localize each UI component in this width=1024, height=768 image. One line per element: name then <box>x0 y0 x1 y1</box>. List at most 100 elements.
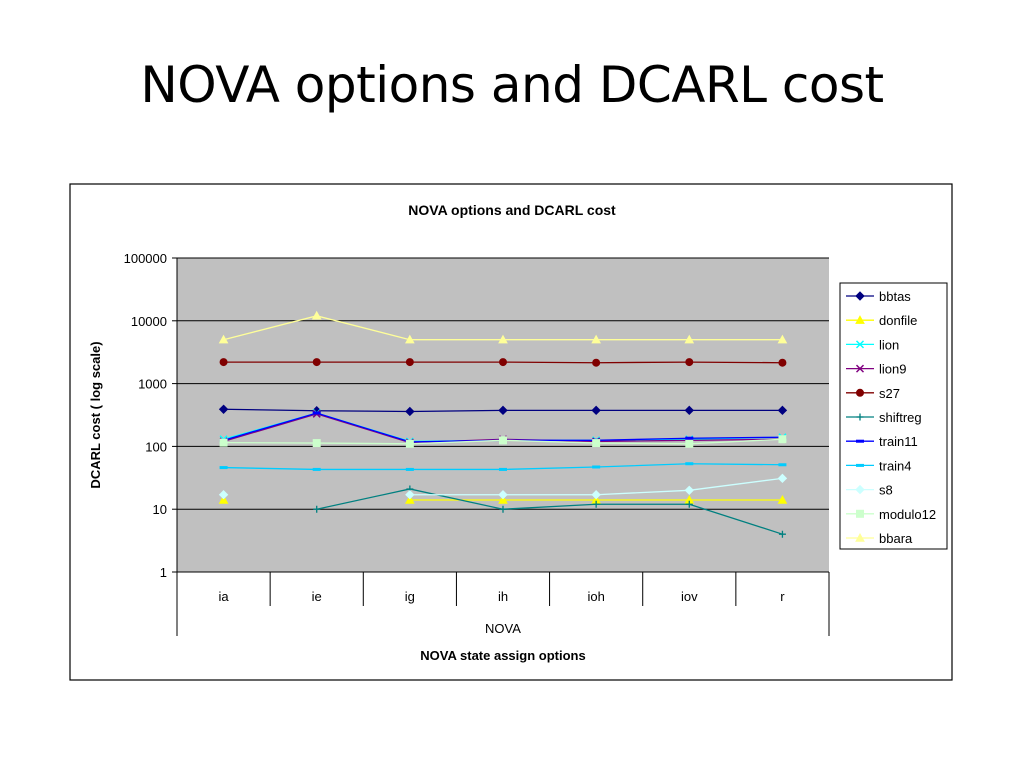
y-tick-label: 100000 <box>124 251 167 266</box>
y-axis-label: DCARL cost ( log scale) <box>88 341 103 488</box>
data-point-modulo12 <box>685 439 694 448</box>
y-tick-label: 10000 <box>131 314 167 329</box>
data-point-bbtas <box>591 405 601 416</box>
data-point-s8 <box>218 490 229 500</box>
data-point-donfile <box>218 494 229 504</box>
data-point-bbara <box>218 334 229 344</box>
data-point-bbara <box>591 334 601 344</box>
data-point-modulo12 <box>778 435 787 444</box>
legend-label: s27 <box>879 386 900 401</box>
legend-item-bbtas: bbtas <box>846 289 911 304</box>
data-point-bbtas <box>405 406 415 417</box>
data-point-train4 <box>499 467 507 471</box>
y-tick-label: 100 <box>145 439 167 454</box>
data-point-donfile <box>498 494 508 504</box>
series-shiftreg <box>313 485 786 538</box>
data-point-bbara <box>311 310 322 320</box>
data-point-bbtas <box>684 405 694 416</box>
legend-marker <box>855 291 865 301</box>
data-point-modulo12 <box>219 438 228 447</box>
legend-marker <box>856 439 864 443</box>
x-group-label: NOVA <box>485 621 521 636</box>
legend-label: modulo12 <box>879 507 936 522</box>
series-bbara <box>218 310 788 344</box>
data-point-s27 <box>499 358 507 367</box>
data-point-modulo12 <box>499 436 507 445</box>
data-point-s27 <box>219 358 228 367</box>
data-point-s8 <box>777 473 788 484</box>
legend-marker <box>855 364 865 373</box>
legend-marker <box>855 532 865 542</box>
legend-label: lion <box>879 337 899 352</box>
data-point-bbara <box>684 334 695 344</box>
data-point-modulo12 <box>312 439 321 448</box>
data-point-s27 <box>592 358 601 367</box>
y-tick-label: 1000 <box>138 377 167 392</box>
legend-item-lion9: lion9 <box>846 362 906 377</box>
data-point-train4 <box>778 463 787 467</box>
legend-marker <box>856 509 864 518</box>
slide-title: NOVA options and DCARL cost <box>140 56 884 114</box>
x-tick-label: ioh <box>587 589 604 604</box>
legend-box <box>839 282 948 550</box>
data-point-shiftreg <box>592 500 600 508</box>
legend-item-lion: lion <box>846 337 899 352</box>
data-point-s8 <box>591 490 601 500</box>
legend-item-donfile: donfile <box>846 313 917 328</box>
data-point-train4 <box>405 467 414 471</box>
legend-item-train11: train11 <box>846 434 918 449</box>
data-point-shiftreg <box>778 530 786 538</box>
series-s8 <box>218 473 788 500</box>
data-point-bbara <box>498 334 508 344</box>
gridlines <box>177 257 829 510</box>
legend-item-train4: train4 <box>846 458 912 473</box>
legend-marker <box>855 340 865 349</box>
data-point-bbara <box>405 334 415 344</box>
legend-marker <box>856 388 864 397</box>
chart-title: NOVA options and DCARL cost <box>408 202 616 218</box>
legend-label: lion9 <box>879 362 906 377</box>
series-bbtas <box>218 404 788 417</box>
series-layer <box>218 310 788 538</box>
data-point-shiftreg <box>685 500 693 508</box>
x-tick-label: ig <box>405 589 415 604</box>
legend-label: train4 <box>879 458 912 473</box>
legend-item-s27: s27 <box>846 386 900 401</box>
data-point-s27 <box>312 358 321 367</box>
series-modulo12 <box>219 435 787 448</box>
data-point-shiftreg <box>499 505 507 513</box>
data-point-bbtas <box>218 404 229 414</box>
legend-label: donfile <box>879 313 917 328</box>
data-point-train4 <box>312 467 321 471</box>
data-point-s27 <box>778 358 787 367</box>
data-point-s8 <box>498 490 508 500</box>
data-point-donfile <box>777 494 788 504</box>
x-tick-label: r <box>780 589 785 604</box>
data-point-bbtas <box>498 405 508 416</box>
y-tick-label: 10 <box>153 502 167 517</box>
data-point-train4 <box>685 462 694 466</box>
legend-marker <box>856 413 864 421</box>
legend-item-modulo12: modulo12 <box>846 507 936 522</box>
data-point-s27 <box>405 358 414 367</box>
series-s27 <box>219 358 787 367</box>
data-point-train4 <box>219 466 228 470</box>
data-point-donfile <box>405 494 415 504</box>
x-axis-label: NOVA state assign options <box>420 648 585 663</box>
data-point-s8 <box>405 490 415 500</box>
legend-label: bbara <box>879 531 913 546</box>
series-donfile <box>218 494 788 504</box>
data-point-bbtas <box>777 405 788 416</box>
legend-item-s8: s8 <box>846 483 893 498</box>
y-tick-label: 1 <box>160 565 167 580</box>
legend-label: train11 <box>879 434 918 449</box>
legend-item-bbara: bbara <box>846 531 913 546</box>
x-tick-label: ie <box>312 589 322 604</box>
data-point-modulo12 <box>592 439 601 448</box>
legend-label: s8 <box>879 483 893 498</box>
legend-label: bbtas <box>879 289 911 304</box>
axes: 1 10 100 1000 10000 100000 ia ie ig ih ioh iov r <box>124 251 830 636</box>
x-tick-label: ia <box>219 589 230 604</box>
legend: bbtas donfile lion lion9 s27 shiftreg train11 t… <box>846 289 936 546</box>
